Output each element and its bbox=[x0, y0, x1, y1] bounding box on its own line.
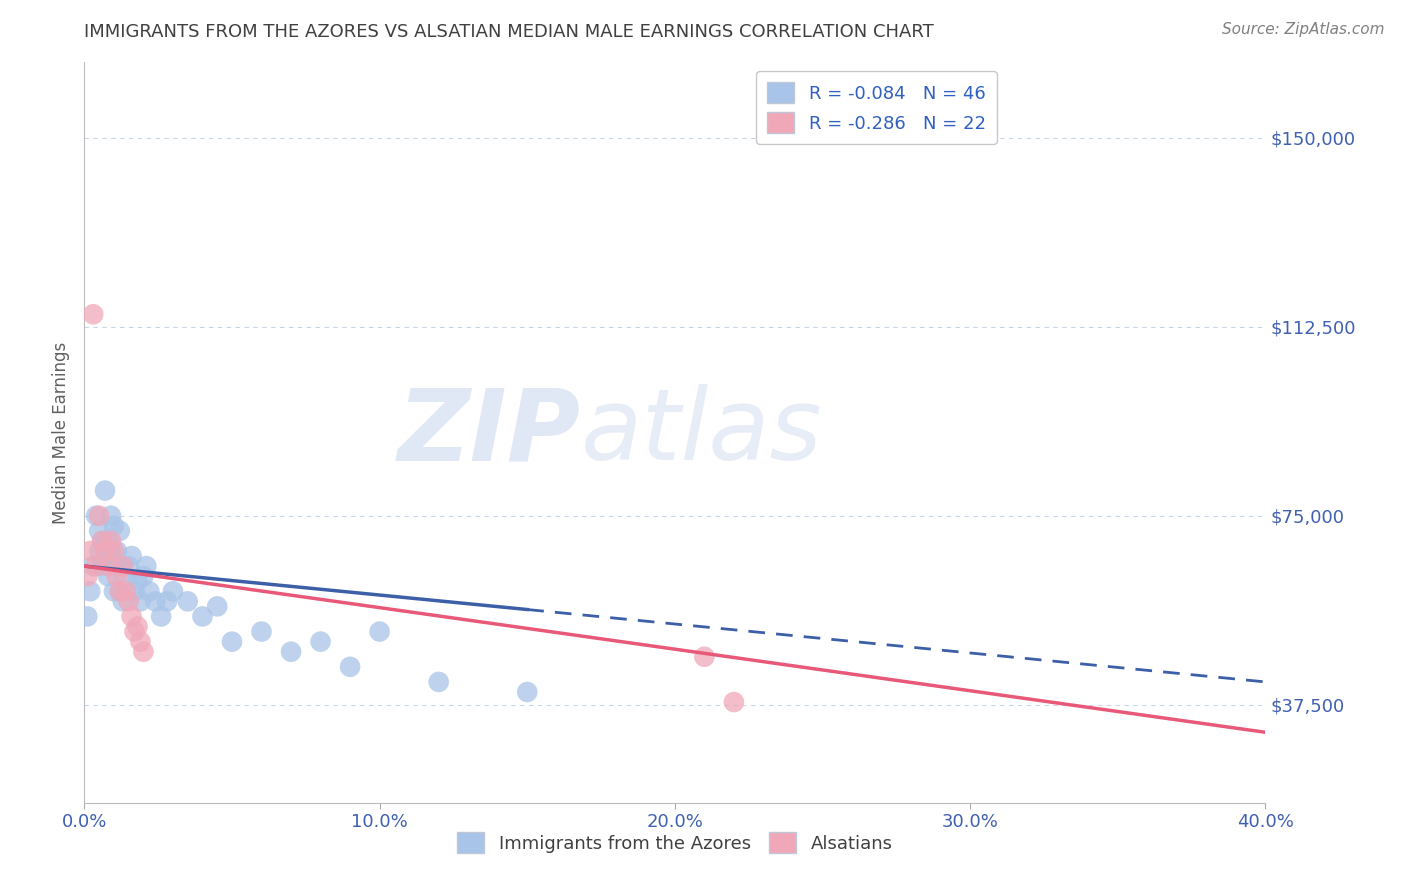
Point bbox=[177, 594, 200, 608]
Point bbox=[723, 695, 745, 709]
Text: IMMIGRANTS FROM THE AZORES VS ALSATIAN MEDIAN MALE EARNINGS CORRELATION CHART: IMMIGRANTS FROM THE AZORES VS ALSATIAN M… bbox=[84, 23, 934, 41]
Point bbox=[105, 559, 128, 574]
Point bbox=[100, 544, 122, 558]
Point bbox=[97, 533, 120, 548]
Point bbox=[207, 599, 229, 614]
Point bbox=[76, 569, 98, 583]
Point bbox=[118, 594, 141, 608]
Point bbox=[127, 574, 149, 589]
Point bbox=[250, 624, 273, 639]
Point bbox=[693, 649, 716, 664]
Point bbox=[124, 584, 146, 599]
Point bbox=[94, 549, 117, 563]
Point bbox=[91, 533, 114, 548]
Point bbox=[108, 584, 131, 599]
Point bbox=[132, 645, 155, 659]
Point bbox=[108, 584, 131, 599]
Point bbox=[94, 544, 117, 558]
Text: ZIP: ZIP bbox=[398, 384, 581, 481]
Point bbox=[121, 609, 143, 624]
Point bbox=[150, 609, 173, 624]
Point bbox=[105, 569, 128, 583]
Point bbox=[100, 533, 122, 548]
Point bbox=[132, 569, 155, 583]
Y-axis label: Median Male Earnings: Median Male Earnings bbox=[52, 342, 70, 524]
Point bbox=[156, 594, 179, 608]
Point bbox=[191, 609, 214, 624]
Point bbox=[103, 544, 125, 558]
Point bbox=[94, 483, 117, 498]
Text: Source: ZipAtlas.com: Source: ZipAtlas.com bbox=[1222, 22, 1385, 37]
Point bbox=[114, 584, 136, 599]
Point bbox=[108, 524, 131, 538]
Point bbox=[368, 624, 391, 639]
Point bbox=[221, 634, 243, 648]
Point bbox=[138, 584, 160, 599]
Point bbox=[516, 685, 538, 699]
Point bbox=[82, 559, 104, 574]
Point bbox=[87, 524, 111, 538]
Point bbox=[105, 544, 128, 558]
Point bbox=[129, 594, 152, 608]
Point bbox=[97, 559, 120, 574]
Point bbox=[100, 508, 122, 523]
Point bbox=[76, 609, 98, 624]
Point bbox=[111, 559, 134, 574]
Point bbox=[87, 544, 111, 558]
Point bbox=[162, 584, 184, 599]
Point bbox=[97, 569, 120, 583]
Legend: Immigrants from the Azores, Alsatians: Immigrants from the Azores, Alsatians bbox=[450, 825, 900, 861]
Point bbox=[129, 634, 152, 648]
Point bbox=[135, 559, 157, 574]
Point bbox=[84, 559, 107, 574]
Point bbox=[118, 559, 141, 574]
Point bbox=[91, 559, 114, 574]
Point bbox=[82, 307, 104, 321]
Point bbox=[121, 549, 143, 563]
Point bbox=[124, 624, 146, 639]
Point bbox=[103, 518, 125, 533]
Point bbox=[339, 660, 361, 674]
Point bbox=[143, 594, 166, 608]
Point bbox=[103, 584, 125, 599]
Point bbox=[111, 594, 134, 608]
Point bbox=[111, 559, 134, 574]
Point bbox=[79, 584, 101, 599]
Point bbox=[427, 674, 450, 689]
Point bbox=[84, 508, 107, 523]
Point bbox=[280, 645, 302, 659]
Text: atlas: atlas bbox=[581, 384, 823, 481]
Point bbox=[79, 544, 101, 558]
Point bbox=[127, 619, 149, 633]
Point bbox=[87, 508, 111, 523]
Point bbox=[91, 533, 114, 548]
Point bbox=[309, 634, 332, 648]
Point bbox=[114, 569, 136, 583]
